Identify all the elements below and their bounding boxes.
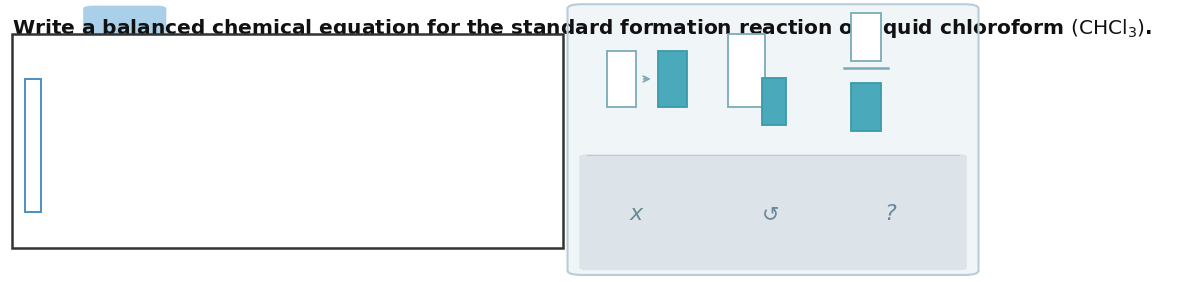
FancyBboxPatch shape: [851, 13, 881, 61]
FancyBboxPatch shape: [568, 4, 978, 275]
FancyBboxPatch shape: [12, 34, 563, 248]
FancyBboxPatch shape: [83, 6, 167, 39]
FancyBboxPatch shape: [851, 83, 881, 131]
Text: Write a balanced chemical equation for the standard formation reaction of liquid: Write a balanced chemical equation for t…: [12, 17, 1152, 40]
FancyBboxPatch shape: [607, 51, 636, 107]
Text: ?: ?: [884, 204, 896, 224]
FancyBboxPatch shape: [762, 78, 786, 125]
FancyBboxPatch shape: [658, 51, 686, 107]
Text: x: x: [630, 204, 642, 224]
FancyBboxPatch shape: [25, 79, 41, 212]
Text: $\circlearrowleft$: $\circlearrowleft$: [757, 204, 779, 224]
FancyBboxPatch shape: [580, 154, 967, 270]
FancyBboxPatch shape: [728, 34, 766, 107]
